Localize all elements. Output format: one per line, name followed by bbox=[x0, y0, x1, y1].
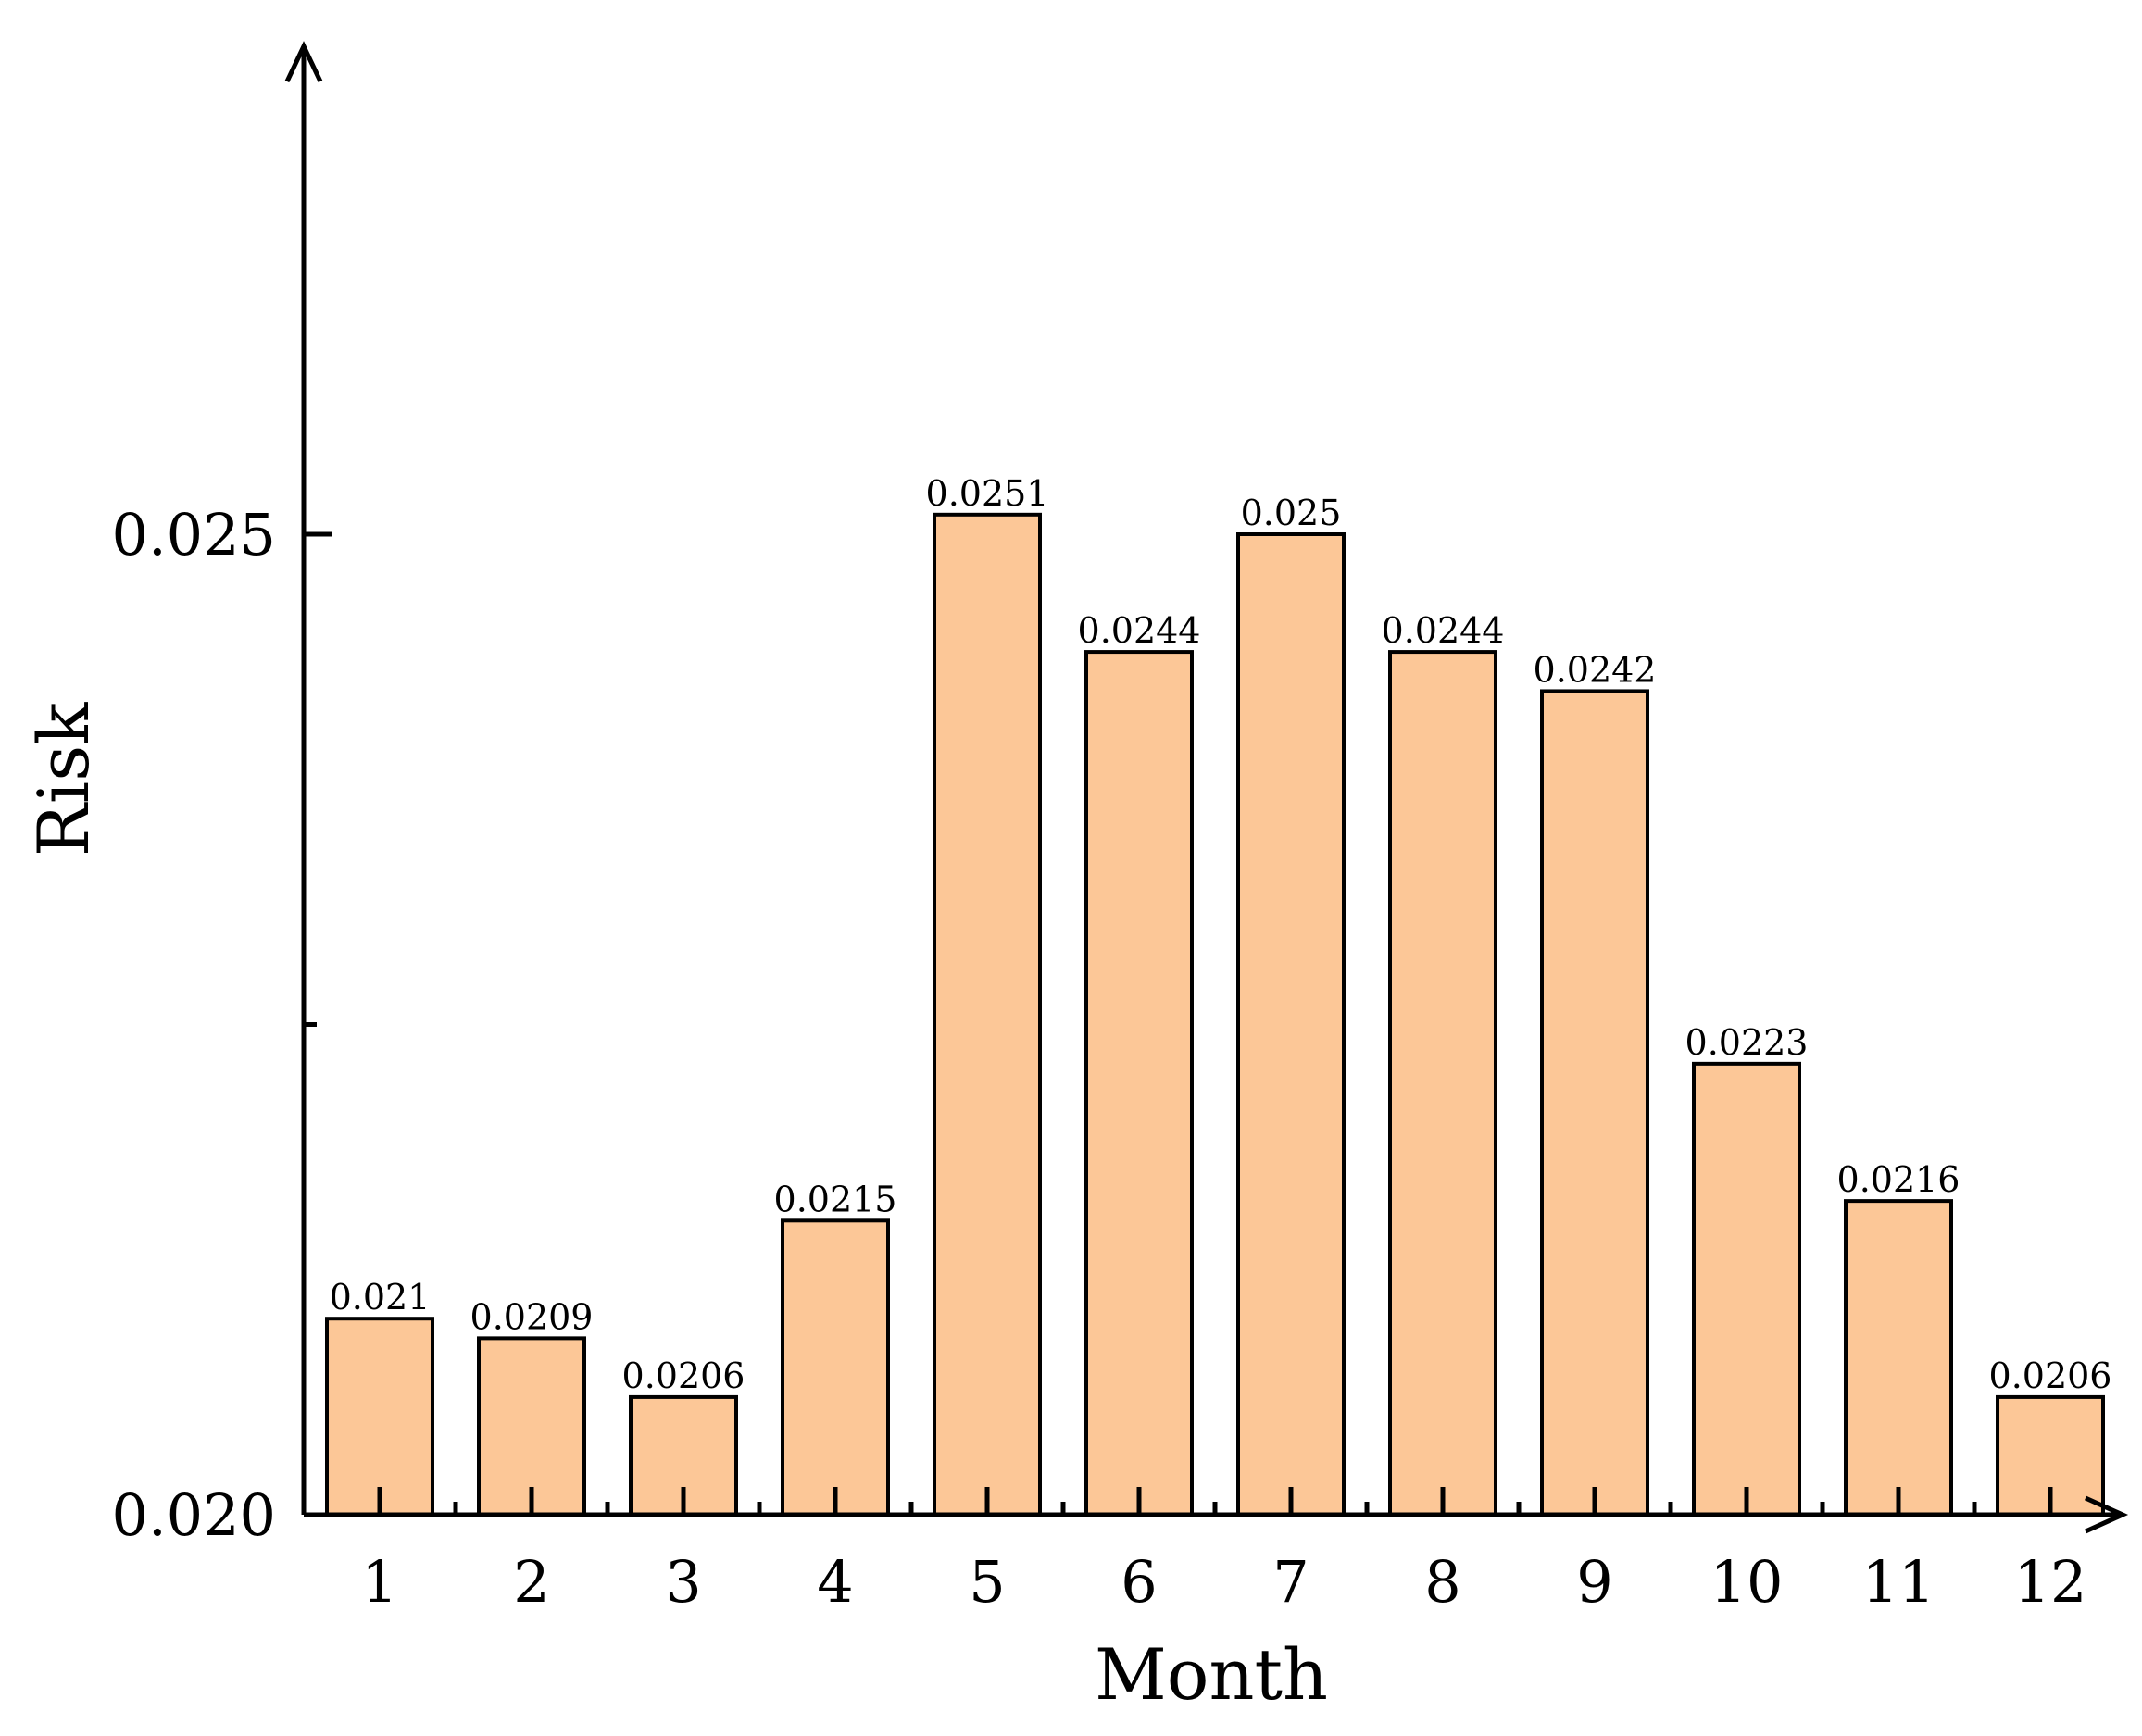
bar-month-10 bbox=[1692, 1061, 1801, 1517]
data-label-month-4: 0.0215 bbox=[774, 1179, 897, 1219]
data-label-month-3: 0.0206 bbox=[622, 1355, 745, 1396]
x-tick-label-1: 1 bbox=[361, 1548, 397, 1616]
x-tick-label-4: 4 bbox=[817, 1548, 853, 1616]
x-tick-label-11: 11 bbox=[1862, 1548, 1935, 1616]
data-label-month-7: 0.025 bbox=[1241, 493, 1342, 533]
data-label-month-10: 0.0223 bbox=[1685, 1022, 1809, 1063]
bar-month-4 bbox=[781, 1218, 890, 1517]
x-axis-ticks: 1 2 3 4 5 6 7 8 9 10 11 12 bbox=[361, 1487, 2086, 1616]
bars bbox=[325, 512, 2105, 1517]
data-label-month-9: 0.0242 bbox=[1534, 649, 1657, 690]
x-axis-arrowhead bbox=[2084, 1495, 2129, 1534]
bar-month-8 bbox=[1388, 650, 1497, 1517]
bar-month-2 bbox=[477, 1336, 586, 1517]
y-axis-ticks: 0.020 0.025 bbox=[112, 501, 332, 1549]
x-tick-label-12: 12 bbox=[2014, 1548, 2087, 1616]
y-tick-label-0.025: 0.025 bbox=[112, 501, 277, 568]
data-label-month-6: 0.0244 bbox=[1078, 610, 1201, 651]
bar-month-5 bbox=[933, 512, 1042, 1517]
bar-month-1 bbox=[325, 1317, 434, 1517]
x-tick-label-5: 5 bbox=[969, 1548, 1005, 1616]
bar-month-11 bbox=[1844, 1199, 1953, 1517]
data-labels: 0.021 0.0209 0.0206 0.0215 0.0251 0.0244 0.025… bbox=[330, 473, 2112, 1396]
data-label-month-1: 0.021 bbox=[330, 1277, 431, 1318]
y-axis-title: Risk bbox=[22, 702, 105, 857]
y-tick-label-0.020: 0.020 bbox=[112, 1481, 277, 1549]
bar-month-9 bbox=[1540, 689, 1649, 1517]
x-tick-label-8: 8 bbox=[1424, 1548, 1460, 1616]
x-tick-label-10: 10 bbox=[1710, 1548, 1784, 1616]
bar-month-7 bbox=[1236, 532, 1346, 1517]
data-label-month-8: 0.0244 bbox=[1382, 610, 1505, 651]
x-tick-label-3: 3 bbox=[665, 1548, 701, 1616]
data-label-month-12: 0.0206 bbox=[1989, 1355, 2112, 1396]
x-tick-label-6: 6 bbox=[1121, 1548, 1157, 1616]
x-tick-label-9: 9 bbox=[1576, 1548, 1612, 1616]
x-axis-title: Month bbox=[1095, 1633, 1328, 1716]
y-axis-arrowhead bbox=[284, 41, 323, 83]
x-tick-label-7: 7 bbox=[1272, 1548, 1309, 1616]
data-label-month-2: 0.0209 bbox=[470, 1296, 594, 1337]
data-label-month-5: 0.0251 bbox=[926, 473, 1049, 514]
data-label-month-11: 0.0216 bbox=[1837, 1159, 1960, 1200]
x-tick-label-2: 2 bbox=[513, 1548, 549, 1616]
bar-month-6 bbox=[1084, 650, 1194, 1517]
